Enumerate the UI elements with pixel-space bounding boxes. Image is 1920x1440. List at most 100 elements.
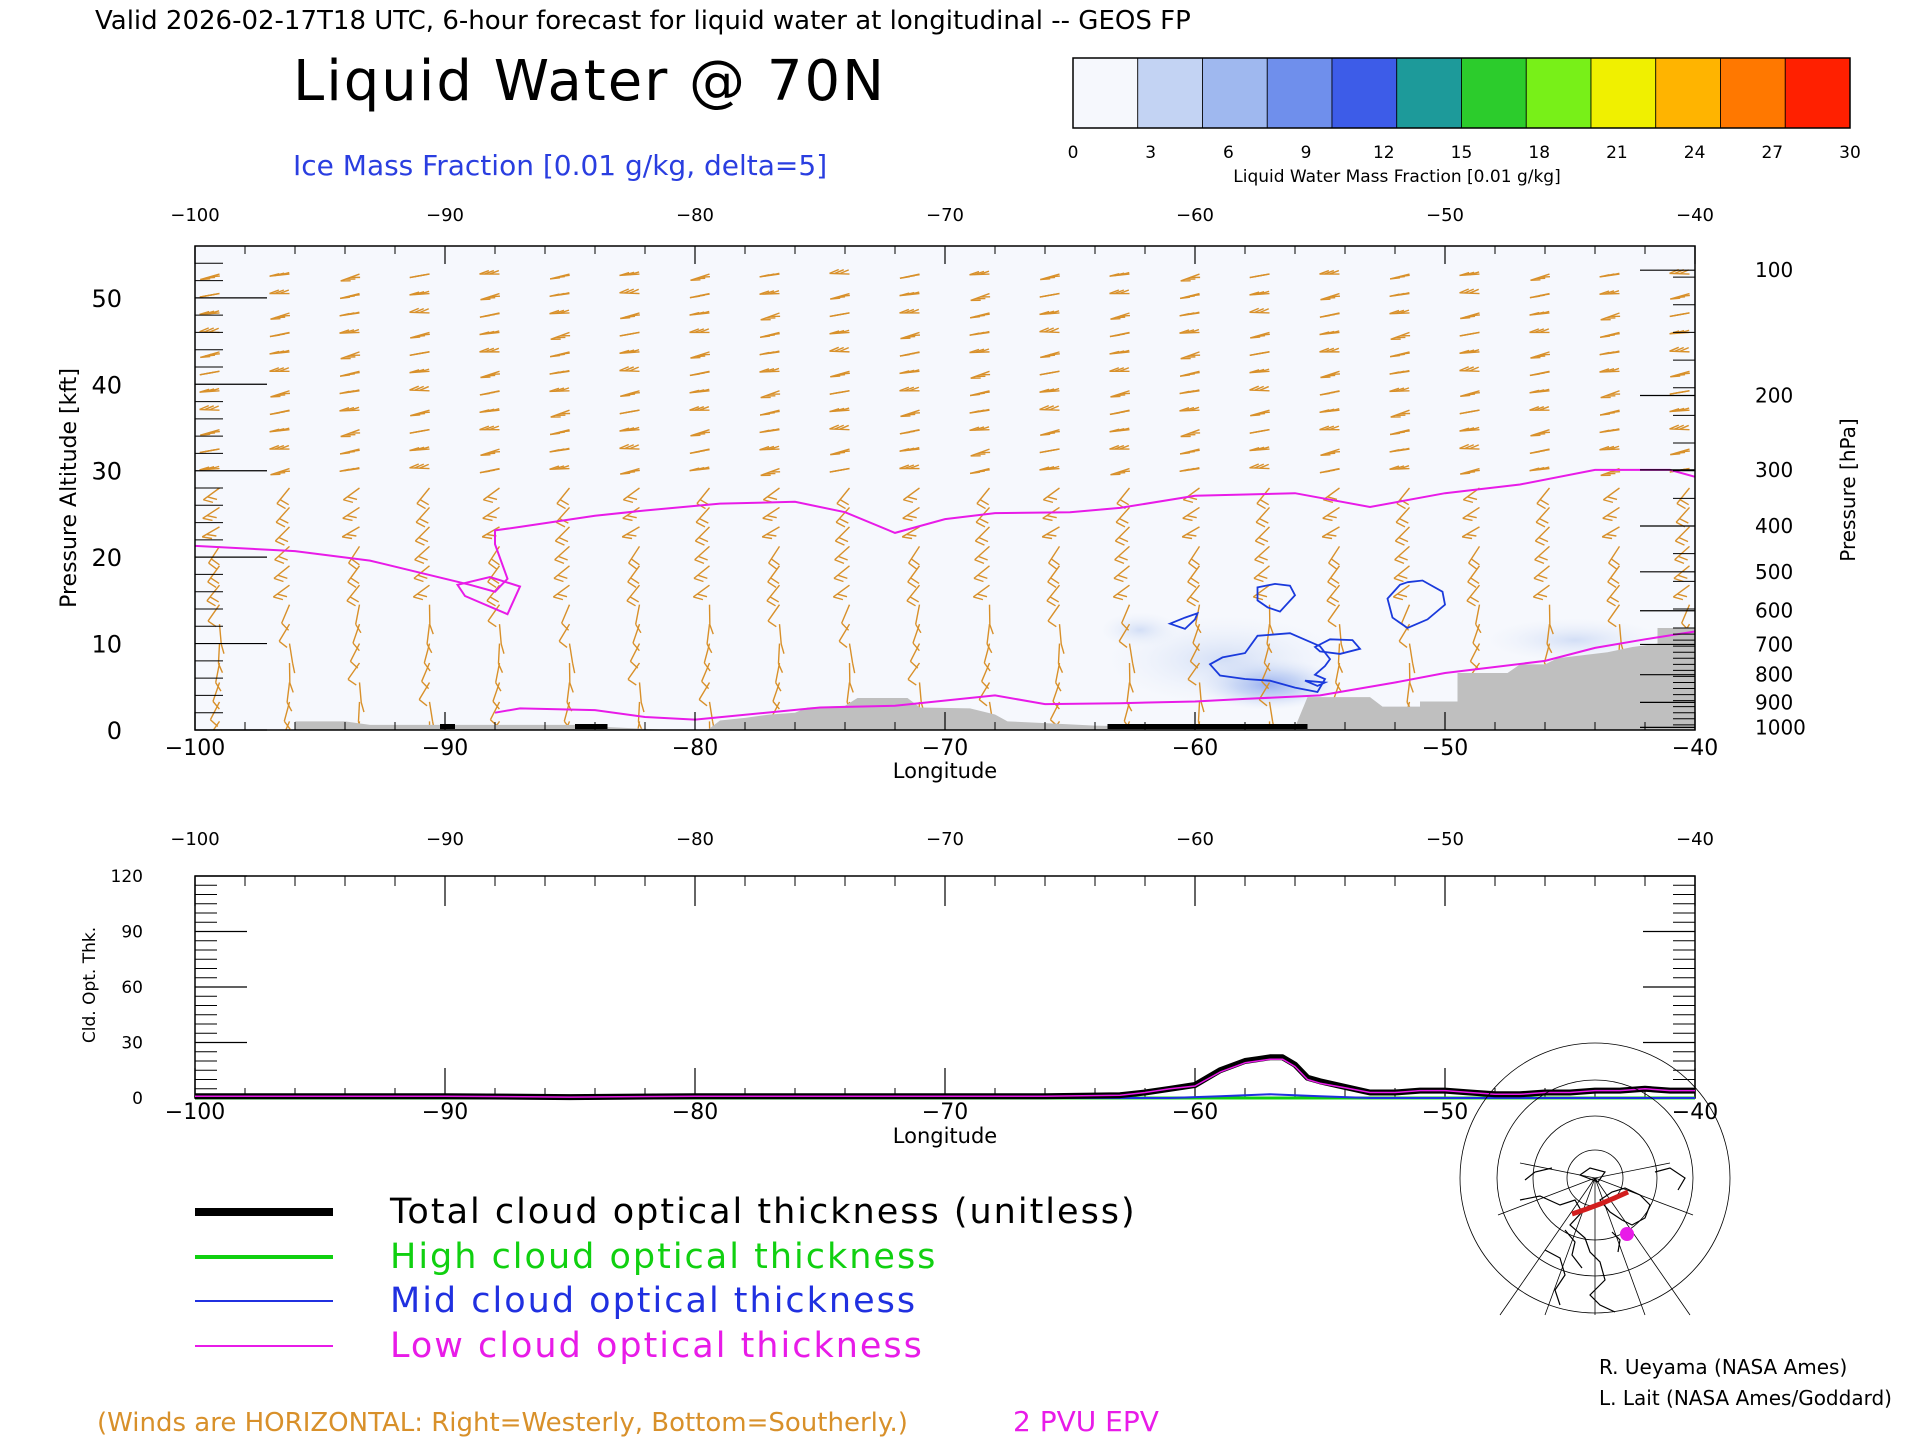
wind-barb-flag bbox=[426, 643, 433, 654]
wind-barb bbox=[1599, 409, 1620, 416]
wind-barb-flag bbox=[414, 559, 425, 564]
wind-barb-flag bbox=[1186, 533, 1197, 537]
wind-barb-flag bbox=[269, 289, 280, 295]
wind-barb-flag bbox=[910, 577, 920, 584]
wind-barb bbox=[629, 643, 641, 669]
wind-barb bbox=[619, 349, 640, 354]
wind-barb bbox=[767, 604, 781, 628]
wind-barb bbox=[834, 545, 850, 564]
wind-barb-flag bbox=[1534, 311, 1545, 316]
wind-barb bbox=[694, 545, 710, 564]
wind-barb-staff bbox=[568, 643, 574, 664]
ice-contour bbox=[1256, 582, 1297, 613]
wind-barb-flag bbox=[839, 517, 849, 524]
wind-barb bbox=[1529, 328, 1550, 334]
wind-barb bbox=[1338, 624, 1345, 654]
wind-barb-flag bbox=[419, 351, 430, 355]
wind-barb-flag bbox=[1329, 347, 1340, 353]
wind-barb bbox=[1461, 526, 1480, 540]
wind-barb-flag bbox=[1604, 367, 1615, 373]
colorbar-tick-label: 18 bbox=[1528, 143, 1550, 163]
wind-barb-flag bbox=[1609, 367, 1620, 373]
wind-barb-flag bbox=[349, 294, 360, 297]
wind-barb-flag bbox=[1249, 307, 1260, 313]
credit-2: L. Lait (NASA Ames/Goddard) bbox=[1599, 1386, 1892, 1410]
wind-barb-flag bbox=[347, 581, 357, 589]
valid-line: Valid 2026-02-17T18 UTC, 6-hour forecast… bbox=[95, 6, 1191, 36]
wind-barb bbox=[706, 624, 713, 654]
wind-barb-flag bbox=[699, 517, 709, 524]
wind-barb bbox=[767, 565, 781, 589]
wind-barb bbox=[565, 721, 571, 730]
wind-barb bbox=[1256, 487, 1271, 510]
wind-barb-staff bbox=[412, 584, 430, 598]
wind-barb-staff bbox=[909, 643, 921, 662]
x-tick-label-top: −50 bbox=[1426, 829, 1464, 850]
wind-barb bbox=[1459, 271, 1480, 277]
optical-thickness-series bbox=[195, 1054, 1695, 1101]
wind-barb-flag bbox=[851, 663, 856, 674]
wind-barb bbox=[1334, 662, 1342, 692]
wind-barb-flag bbox=[1040, 433, 1051, 436]
wind-barb-flag bbox=[1119, 427, 1130, 432]
wind-barb bbox=[1115, 506, 1131, 528]
wind-barb bbox=[976, 487, 991, 510]
wind-barb-flag bbox=[1052, 700, 1060, 710]
wind-barb bbox=[269, 409, 290, 416]
wind-barb-flag bbox=[1675, 296, 1686, 299]
wind-barb-flag bbox=[269, 367, 280, 372]
wind-barb-flag bbox=[626, 514, 637, 519]
wind-barb-flag bbox=[349, 596, 360, 603]
wind-barb bbox=[1320, 370, 1341, 379]
wind-barb-flag bbox=[344, 329, 355, 334]
wind-barb bbox=[830, 370, 850, 378]
wind-barb-staff bbox=[414, 545, 430, 561]
wind-barb-flag bbox=[419, 411, 430, 414]
wind-barb-flag bbox=[1114, 289, 1125, 295]
wind-barb-staff bbox=[973, 565, 990, 579]
wind-barb-flag bbox=[909, 273, 920, 277]
wind-barb-flag bbox=[1469, 288, 1479, 294]
wind-barb bbox=[410, 409, 430, 417]
wind-barb bbox=[1670, 448, 1690, 456]
wind-barb-flag bbox=[1610, 558, 1620, 566]
x-tick-label: −100 bbox=[165, 1100, 225, 1125]
wind-barb-flag bbox=[1609, 410, 1620, 414]
wind-barb bbox=[973, 565, 990, 583]
bottom-plot-area bbox=[194, 875, 1696, 1099]
wind-barb-flag bbox=[699, 388, 710, 393]
wind-barb-flag bbox=[1186, 600, 1196, 607]
wind-barb bbox=[412, 584, 430, 601]
wind-barb-staff bbox=[566, 682, 571, 703]
wind-barb-flag bbox=[342, 517, 353, 522]
wind-barb-staff bbox=[487, 565, 501, 583]
wind-barb-flag bbox=[694, 311, 705, 316]
wind-barb bbox=[421, 662, 431, 690]
ice-contour bbox=[1208, 632, 1332, 694]
wind-barb bbox=[428, 604, 434, 635]
wind-barb-flag bbox=[1670, 375, 1681, 378]
wind-barb-flag bbox=[899, 370, 910, 375]
wind-barb-flag bbox=[764, 290, 775, 295]
wind-barb-flag bbox=[1469, 426, 1480, 432]
wind-barb bbox=[1529, 448, 1550, 454]
wind-barb-flag bbox=[559, 369, 570, 374]
wind-barb-flag bbox=[899, 464, 910, 470]
wind-barb bbox=[340, 351, 361, 360]
wind-barb bbox=[339, 406, 360, 412]
wind-barb-flag bbox=[360, 702, 365, 713]
wind-barb-flag bbox=[1402, 740, 1409, 747]
wind-barb-staff bbox=[1058, 624, 1062, 645]
wind-barb-flag bbox=[1190, 577, 1200, 584]
wind-barb-flag bbox=[1469, 271, 1480, 276]
colorbar: 0 3 6 9 12 15 18 21 24 27 30 Liquid Water Mass Fra… bbox=[1068, 57, 1861, 187]
wind-barb-flag bbox=[497, 663, 504, 673]
wind-barb-flag bbox=[629, 349, 640, 354]
wind-barb bbox=[1674, 545, 1690, 564]
wind-barb-staff bbox=[766, 584, 781, 602]
wind-barb-staff bbox=[1618, 624, 1622, 645]
wind-barb-flag bbox=[557, 574, 568, 580]
wind-barb-flag bbox=[839, 329, 850, 334]
wind-barb-staff bbox=[902, 506, 920, 519]
wind-barb-staff bbox=[1182, 506, 1200, 519]
